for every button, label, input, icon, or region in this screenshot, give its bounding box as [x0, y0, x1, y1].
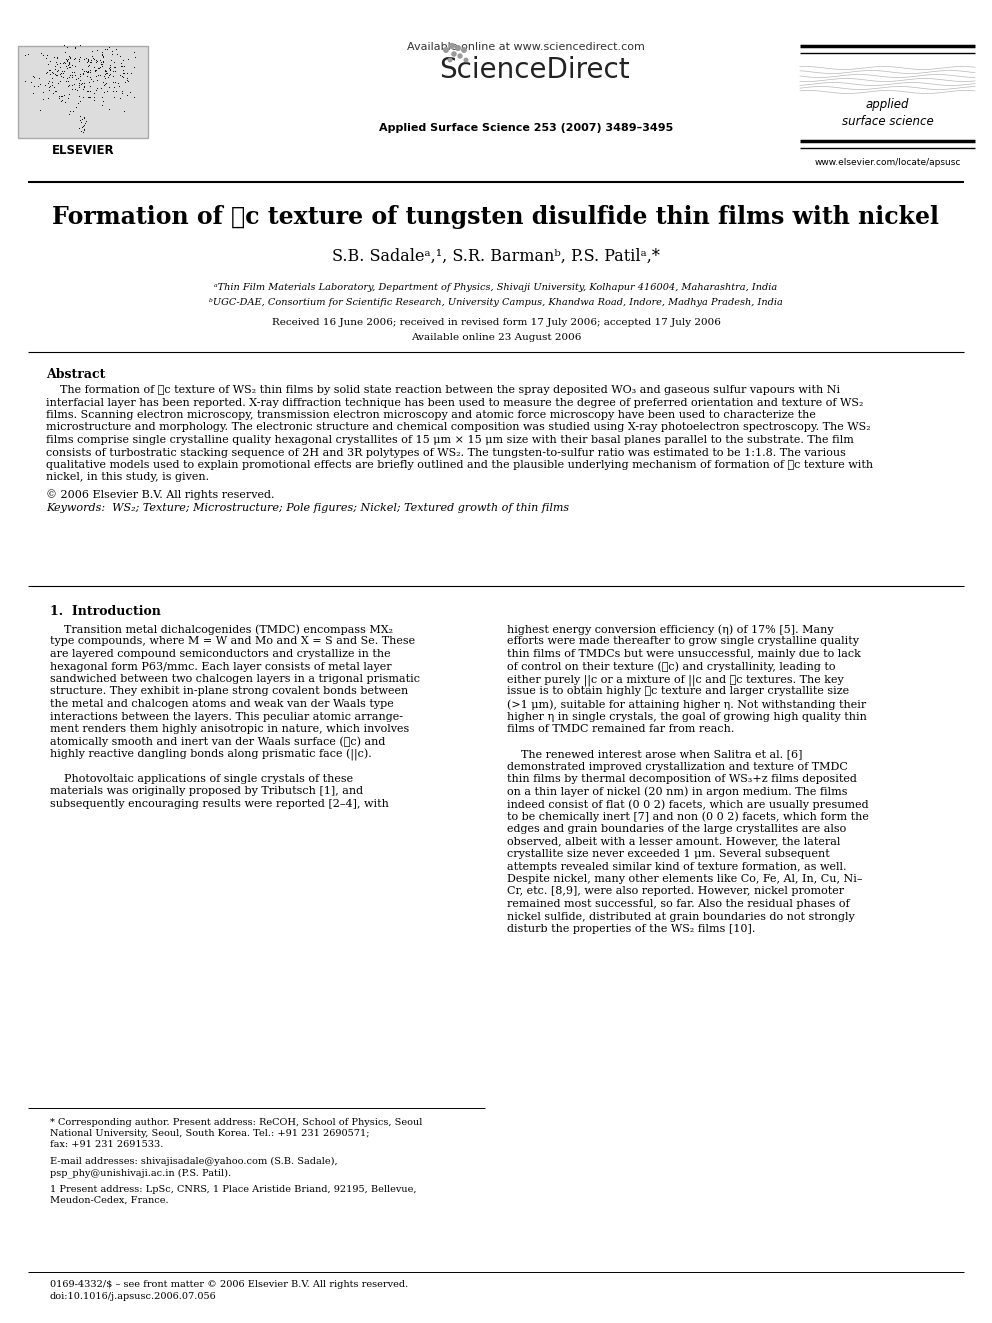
Text: Received 16 June 2006; received in revised form 17 July 2006; accepted 17 July 2: Received 16 June 2006; received in revis…: [272, 318, 720, 327]
Text: Abstract: Abstract: [46, 368, 105, 381]
Text: Transition metal dichalcogenides (TMDC) encompass MX₂: Transition metal dichalcogenides (TMDC) …: [50, 624, 393, 635]
Text: Despite nickel, many other elements like Co, Fe, Al, In, Cu, Ni–: Despite nickel, many other elements like…: [507, 875, 862, 884]
Text: sandwiched between two chalcogen layers in a trigonal prismatic: sandwiched between two chalcogen layers …: [50, 673, 420, 684]
Text: E-mail addresses: shivajisadale@yahoo.com (S.B. Sadale),: E-mail addresses: shivajisadale@yahoo.co…: [50, 1158, 337, 1166]
Text: 0169-4332/$ – see front matter © 2006 Elsevier B.V. All rights reserved.: 0169-4332/$ – see front matter © 2006 El…: [50, 1279, 409, 1289]
Text: issue is to obtain highly ⋂c texture and larger crystallite size: issue is to obtain highly ⋂c texture and…: [507, 687, 849, 696]
Text: Cr, etc. [8,9], were also reported. However, nickel promoter: Cr, etc. [8,9], were also reported. Howe…: [507, 886, 844, 897]
Text: nickel, in this study, is given.: nickel, in this study, is given.: [46, 472, 209, 483]
Text: edges and grain boundaries of the large crystallites are also: edges and grain boundaries of the large …: [507, 824, 846, 833]
Text: * Corresponding author. Present address: ReCOH, School of Physics, Seoul: * Corresponding author. Present address:…: [50, 1118, 423, 1127]
Text: interfacial layer has been reported. X-ray diffraction technique has been used t: interfacial layer has been reported. X-r…: [46, 397, 863, 407]
Text: type compounds, where M = W and Mo and X = S and Se. These: type compounds, where M = W and Mo and X…: [50, 636, 415, 647]
Circle shape: [448, 58, 451, 62]
Text: ᵃThin Film Materials Laboratory, Department of Physics, Shivaji University, Kolh: ᵃThin Film Materials Laboratory, Departm…: [214, 283, 778, 292]
Text: higher η in single crystals, the goal of growing high quality thin: higher η in single crystals, the goal of…: [507, 712, 867, 721]
Text: doi:10.1016/j.apsusc.2006.07.056: doi:10.1016/j.apsusc.2006.07.056: [50, 1293, 216, 1301]
Text: nickel sulfide, distributed at grain boundaries do not strongly: nickel sulfide, distributed at grain bou…: [507, 912, 855, 922]
Text: ᵇUGC-DAE, Consortium for Scientific Research, University Campus, Khandwa Road, I: ᵇUGC-DAE, Consortium for Scientific Rese…: [209, 298, 783, 307]
Text: disturb the properties of the WS₂ films [10].: disturb the properties of the WS₂ films …: [507, 923, 755, 934]
Text: films of TMDC remained far from reach.: films of TMDC remained far from reach.: [507, 724, 734, 734]
Text: fax: +91 231 2691533.: fax: +91 231 2691533.: [50, 1140, 164, 1148]
Text: structure. They exhibit in-plane strong covalent bonds between: structure. They exhibit in-plane strong …: [50, 687, 409, 696]
Text: efforts were made thereafter to grow single crystalline quality: efforts were made thereafter to grow sin…: [507, 636, 859, 647]
Text: Formation of ⋂c texture of tungsten disulfide thin films with nickel: Formation of ⋂c texture of tungsten disu…: [53, 205, 939, 229]
Text: ment renders them highly anisotropic in nature, which involves: ment renders them highly anisotropic in …: [50, 724, 410, 734]
Text: Photovoltaic applications of single crystals of these: Photovoltaic applications of single crys…: [50, 774, 353, 785]
Text: thin films by thermal decomposition of WS₃+z films deposited: thin films by thermal decomposition of W…: [507, 774, 857, 785]
Text: thin films of TMDCs but were unsuccessful, mainly due to lack: thin films of TMDCs but were unsuccessfu…: [507, 650, 861, 659]
Circle shape: [461, 48, 466, 52]
Text: either purely ||c or a mixture of ||c and ⋂c textures. The key: either purely ||c or a mixture of ||c an…: [507, 673, 844, 685]
Text: qualitative models used to explain promotional effects are briefly outlined and : qualitative models used to explain promo…: [46, 460, 873, 470]
Text: highest energy conversion efficiency (η) of 17% [5]. Many: highest energy conversion efficiency (η)…: [507, 624, 833, 635]
Text: remained most successful, so far. Also the residual phases of: remained most successful, so far. Also t…: [507, 900, 849, 909]
Text: ScienceDirect: ScienceDirect: [438, 56, 629, 83]
Text: highly reactive dangling bonds along prismatic face (||c).: highly reactive dangling bonds along pri…: [50, 749, 372, 761]
Text: on a thin layer of nickel (20 nm) in argon medium. The films: on a thin layer of nickel (20 nm) in arg…: [507, 786, 847, 796]
Text: of control on their texture (⋂c) and crystallinity, leading to: of control on their texture (⋂c) and cry…: [507, 662, 835, 672]
Text: Meudon-Cedex, France.: Meudon-Cedex, France.: [50, 1196, 169, 1205]
Text: consists of turbostratic stacking sequence of 2H and 3R polytypes of WS₂. The tu: consists of turbostratic stacking sequen…: [46, 447, 846, 458]
Text: attempts revealed similar kind of texture formation, as well.: attempts revealed similar kind of textur…: [507, 861, 846, 872]
Text: Available online 23 August 2006: Available online 23 August 2006: [411, 333, 581, 343]
Text: Available online at www.sciencedirect.com: Available online at www.sciencedirect.co…: [407, 42, 645, 52]
Text: 1.  Introduction: 1. Introduction: [50, 605, 161, 618]
Text: films. Scanning electron microscopy, transmission electron microscopy and atomic: films. Scanning electron microscopy, tra…: [46, 410, 815, 419]
Text: applied
surface science: applied surface science: [841, 98, 933, 128]
FancyBboxPatch shape: [18, 46, 148, 138]
Text: subsequently encouraging results were reported [2–4], with: subsequently encouraging results were re…: [50, 799, 389, 808]
Text: 1 Present address: LpSc, CNRS, 1 Place Aristide Briand, 92195, Bellevue,: 1 Present address: LpSc, CNRS, 1 Place A…: [50, 1185, 417, 1193]
Text: atomically smooth and inert van der Waals surface (⋂c) and: atomically smooth and inert van der Waal…: [50, 737, 385, 747]
Text: microstructure and morphology. The electronic structure and chemical composition: microstructure and morphology. The elect…: [46, 422, 871, 433]
Text: materials was originally proposed by Tributsch [1], and: materials was originally proposed by Tri…: [50, 786, 363, 796]
Text: crystallite size never exceeded 1 μm. Several subsequent: crystallite size never exceeded 1 μm. Se…: [507, 849, 829, 859]
Text: demonstrated improved crystallization and texture of TMDC: demonstrated improved crystallization an…: [507, 762, 848, 771]
Text: www.elsevier.com/locate/apsusc: www.elsevier.com/locate/apsusc: [814, 157, 960, 167]
Text: indeed consist of flat (0 0 2) facets, which are usually presumed: indeed consist of flat (0 0 2) facets, w…: [507, 799, 869, 810]
Circle shape: [455, 46, 460, 50]
Text: (>1 μm), suitable for attaining higher η. Not withstanding their: (>1 μm), suitable for attaining higher η…: [507, 699, 866, 709]
Text: ELSEVIER: ELSEVIER: [52, 144, 114, 157]
Text: psp_phy@unishivaji.ac.in (P.S. Patil).: psp_phy@unishivaji.ac.in (P.S. Patil).: [50, 1168, 231, 1177]
Text: the metal and chalcogen atoms and weak van der Waals type: the metal and chalcogen atoms and weak v…: [50, 699, 394, 709]
Circle shape: [449, 44, 454, 49]
Circle shape: [452, 52, 456, 56]
Text: hexagonal form P63/mmc. Each layer consists of metal layer: hexagonal form P63/mmc. Each layer consi…: [50, 662, 392, 672]
Text: observed, albeit with a lesser amount. However, the lateral: observed, albeit with a lesser amount. H…: [507, 836, 840, 847]
Text: interactions between the layers. This peculiar atomic arrange-: interactions between the layers. This pe…: [50, 712, 403, 721]
Text: © 2006 Elsevier B.V. All rights reserved.: © 2006 Elsevier B.V. All rights reserved…: [46, 490, 275, 500]
Circle shape: [458, 54, 462, 58]
Text: to be chemically inert [7] and non (0 0 2) facets, which form the: to be chemically inert [7] and non (0 0 …: [507, 811, 869, 822]
Circle shape: [464, 58, 468, 62]
Text: The renewed interest arose when Salitra et al. [6]: The renewed interest arose when Salitra …: [507, 749, 803, 759]
Text: S.B. Sadaleᵃ,¹, S.R. Barmanᵇ, P.S. Patilᵃ,*: S.B. Sadaleᵃ,¹, S.R. Barmanᵇ, P.S. Patil…: [332, 247, 660, 265]
Text: films comprise single crystalline quality hexagonal crystallites of 15 μm × 15 μ: films comprise single crystalline qualit…: [46, 435, 854, 445]
Text: Applied Surface Science 253 (2007) 3489–3495: Applied Surface Science 253 (2007) 3489–…: [379, 123, 674, 134]
Text: are layered compound semiconductors and crystallize in the: are layered compound semiconductors and …: [50, 650, 391, 659]
Circle shape: [443, 48, 448, 52]
Text: Keywords:  WS₂; Texture; Microstructure; Pole figures; Nickel; Textured growth o: Keywords: WS₂; Texture; Microstructure; …: [46, 503, 569, 513]
Text: The formation of ⋂c texture of WS₂ thin films by solid state reaction between th: The formation of ⋂c texture of WS₂ thin …: [46, 385, 840, 396]
Text: National University, Seoul, South Korea. Tel.: +91 231 2690571;: National University, Seoul, South Korea.…: [50, 1129, 369, 1138]
